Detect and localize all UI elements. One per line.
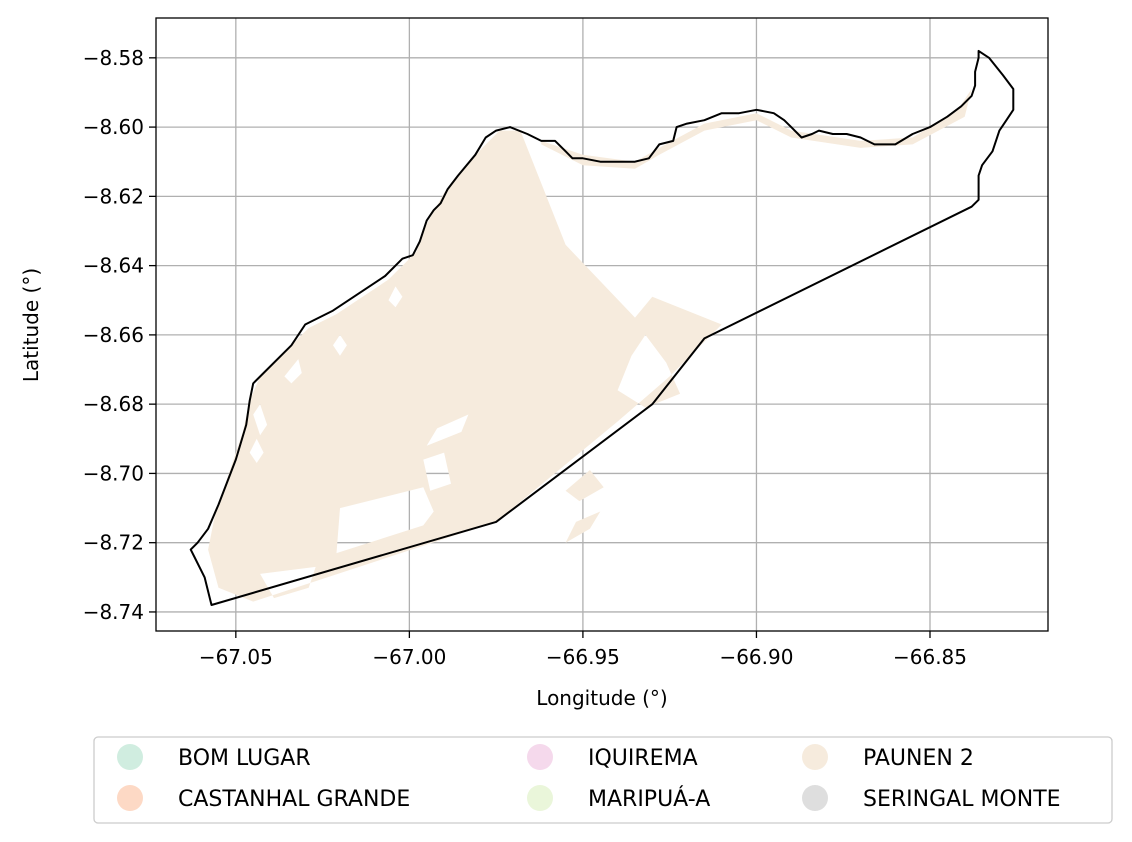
y-tick-label: −8.58 — [83, 46, 144, 70]
y-tick-label: −8.70 — [83, 461, 144, 485]
y-tick-label: −8.68 — [83, 392, 144, 416]
legend-item-maripu-a: MARIPUÁ-A — [527, 785, 710, 812]
x-tick-label: −66.95 — [546, 645, 620, 669]
y-axis-label: Latitude (°) — [19, 268, 43, 382]
legend-label: BOM LUGAR — [178, 746, 311, 771]
y-tick-label: −8.60 — [83, 115, 144, 139]
x-axis-ticks: −67.05 −67.00 −66.95 −66.90 −66.85 — [199, 631, 967, 669]
boundary-layer — [189, 49, 1015, 606]
x-axis-label: Longitude (°) — [536, 686, 667, 710]
legend-swatch — [527, 744, 553, 770]
legend-swatch — [117, 785, 143, 811]
legend-swatch — [117, 744, 143, 770]
territory-boundary — [189, 49, 1015, 606]
legend-label: IQUIREMA — [588, 746, 698, 771]
legend-label: MARIPUÁ-A — [588, 786, 710, 812]
legend-item-bom-lugar: BOM LUGAR — [117, 744, 311, 771]
y-tick-label: −8.66 — [83, 323, 144, 347]
y-tick-label: −8.74 — [83, 600, 144, 624]
x-tick-label: −67.00 — [372, 645, 446, 669]
x-tick-label: −67.05 — [199, 645, 273, 669]
paunen-2-area — [208, 130, 722, 602]
y-tick-label: −8.72 — [83, 531, 144, 555]
legend-item-castanhal-grande: CASTANHAL GRANDE — [117, 785, 410, 812]
legend-box — [93, 736, 1113, 824]
x-tick-label: −66.90 — [719, 645, 793, 669]
legend-label: PAUNEN 2 — [863, 746, 974, 771]
legend-swatch — [527, 785, 553, 811]
legend-item-seringal-monte: SERINGAL MONTE — [802, 785, 1061, 812]
plot-frame — [155, 17, 1049, 632]
y-axis-ticks: −8.58 −8.60 −8.62 −8.64 −8.66 −8.68 −8.70 −8.72… — [83, 46, 156, 624]
legend: BOM LUGAR CASTANHAL GRANDE IQUIREMA MARIPUÁ… — [93, 736, 1113, 824]
legend-item-paunen-2: PAUNEN 2 — [802, 744, 974, 771]
land-use-areas — [208, 89, 972, 602]
legend-label: SERINGAL MONTE — [863, 787, 1061, 812]
x-tick-label: −66.85 — [893, 645, 967, 669]
y-tick-label: −8.64 — [83, 254, 144, 278]
legend-item-iquirema: IQUIREMA — [527, 744, 698, 771]
legend-label: CASTANHAL GRANDE — [178, 787, 410, 812]
legend-swatch — [802, 785, 828, 811]
paunen-2-river-strip — [541, 89, 972, 169]
y-tick-label: −8.62 — [83, 184, 144, 208]
legend-swatch — [802, 744, 828, 770]
